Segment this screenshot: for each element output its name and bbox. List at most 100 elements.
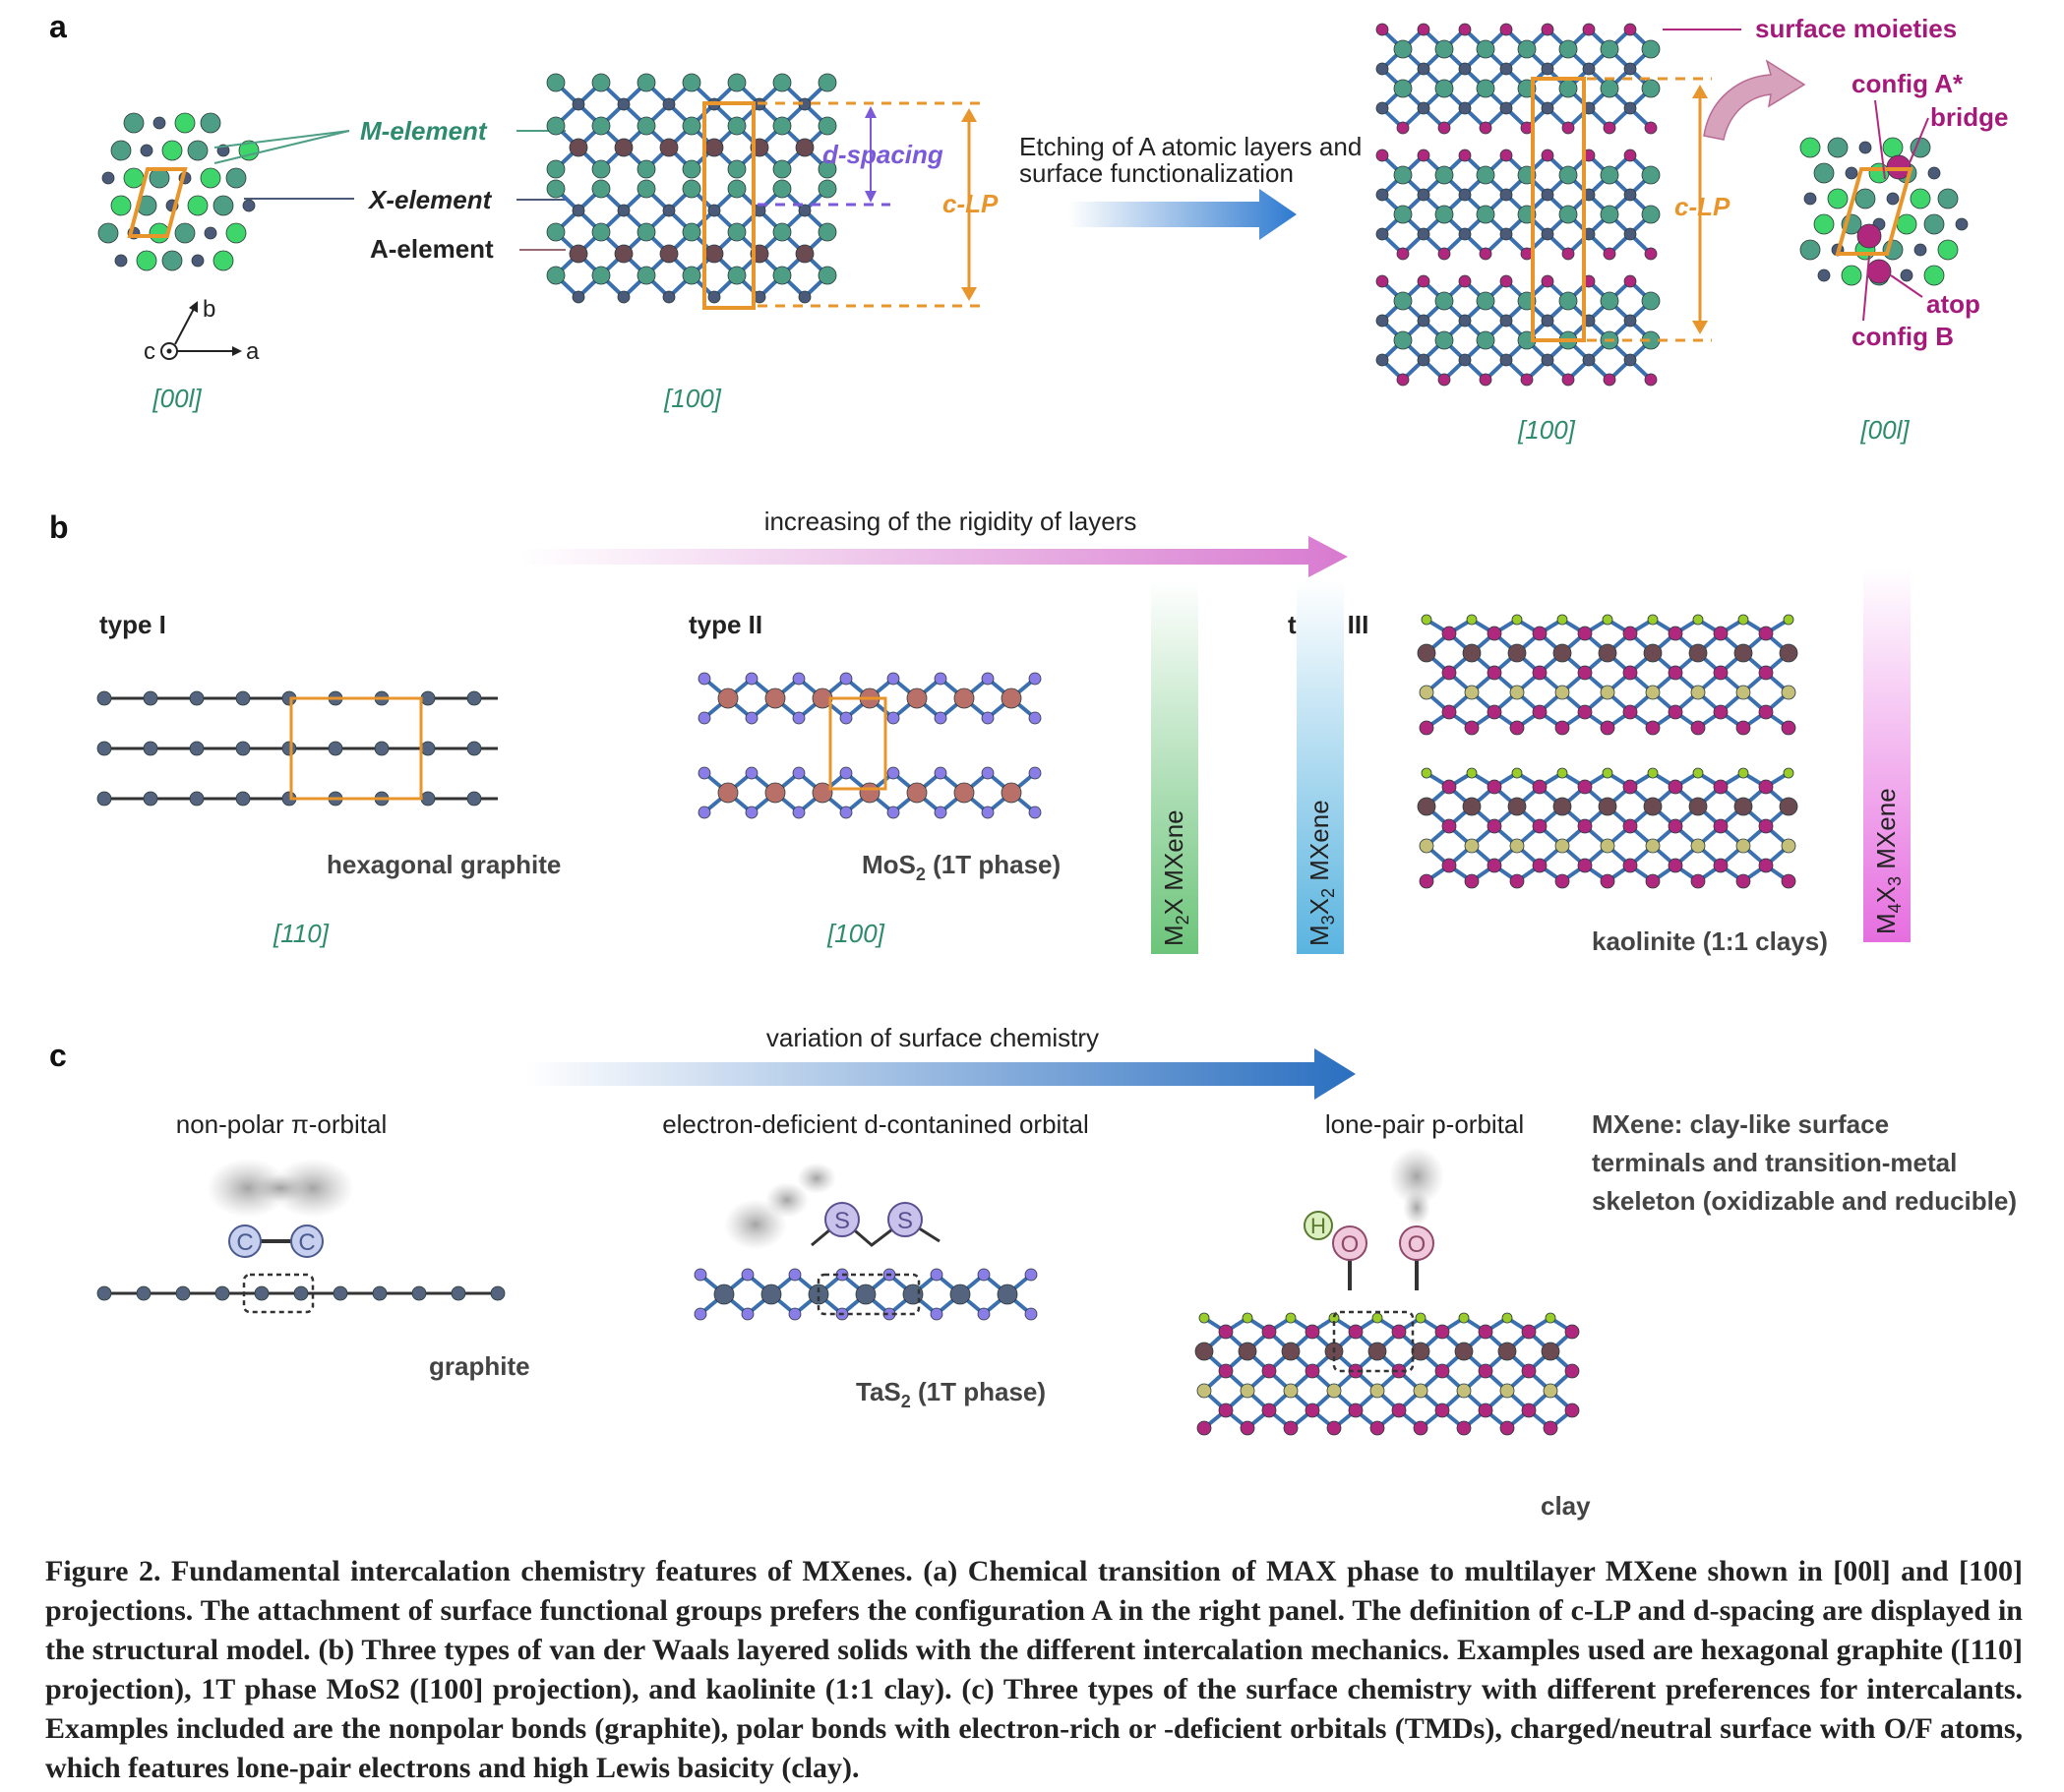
x-atom <box>191 254 205 268</box>
surface-atom <box>1396 373 1410 387</box>
graphite-layers <box>96 690 498 806</box>
m-atom <box>200 112 221 134</box>
surface-chem-arrow-text: variation of surface chemistry <box>766 1023 1099 1052</box>
m-atom <box>637 159 656 179</box>
o-atom <box>1348 1324 1364 1340</box>
carbon-atom <box>143 690 158 706</box>
graphite-name: hexagonal graphite <box>327 850 561 879</box>
s-atom <box>839 672 853 686</box>
s-atom <box>792 711 806 725</box>
mxene-stack-lattice <box>1375 23 1661 387</box>
h-atom <box>1647 614 1659 626</box>
sulfur-atom-1 <box>824 1202 860 1237</box>
si-atom <box>1735 838 1751 854</box>
surface-atom <box>1437 373 1451 387</box>
h-atom <box>1511 767 1523 779</box>
proj-100-max: [100] <box>663 384 722 413</box>
h-atom <box>1466 767 1478 779</box>
m-atom <box>637 222 656 242</box>
o-atom <box>1713 626 1729 641</box>
d-spacing-label: d-spacing <box>822 140 943 169</box>
surface-atom <box>1479 121 1492 135</box>
m-atom <box>772 179 792 199</box>
o-atom <box>1532 665 1548 681</box>
surface-atom <box>1437 247 1451 261</box>
x-atom <box>572 97 585 111</box>
carbon-atom <box>143 741 158 756</box>
orbital3-label: lone-pair p-orbital <box>1325 1109 1524 1139</box>
s-atom <box>745 766 759 780</box>
m-atom <box>591 179 611 199</box>
m-atom <box>1476 79 1495 98</box>
m-atom <box>187 140 209 161</box>
o-atom <box>1554 720 1570 736</box>
proj-110: [110] <box>273 919 330 948</box>
h-atom <box>1647 767 1659 779</box>
m-atom <box>1434 205 1454 224</box>
a-atom <box>659 244 679 264</box>
m2x-bar <box>1151 580 1198 954</box>
carbon-atom <box>235 791 251 806</box>
lattice-atom <box>1955 217 1969 231</box>
si-atom <box>1509 685 1525 700</box>
x-atom <box>1458 314 1472 328</box>
si-atom <box>1600 685 1615 700</box>
o-atom <box>1434 1324 1450 1340</box>
x-atom <box>662 97 676 111</box>
si-atom <box>1690 685 1706 700</box>
carbon-atom <box>189 741 205 756</box>
graphite-c-name: graphite <box>429 1351 530 1381</box>
carbon-atom <box>420 690 436 706</box>
m4x3-bar-label: M4X3 MXene <box>1871 788 1905 934</box>
p-orbital-cloud <box>1389 1147 1444 1225</box>
o-atom <box>1456 1420 1472 1436</box>
s-atom <box>1024 1268 1038 1282</box>
m-atom <box>1476 205 1495 224</box>
x-atom <box>617 290 631 304</box>
x-atom <box>1499 353 1513 367</box>
m-atom <box>591 116 611 136</box>
surface-atom <box>1458 274 1472 288</box>
a-atom <box>704 138 724 157</box>
x-atom <box>1582 353 1596 367</box>
surface-atom <box>1561 247 1575 261</box>
s-atom <box>698 766 711 780</box>
config-a-label: config A* <box>1852 69 1964 98</box>
s-atom <box>886 806 900 819</box>
si-atom <box>1369 1383 1385 1399</box>
al-atom <box>1598 643 1617 663</box>
m-atom <box>727 222 747 242</box>
s-atom <box>839 766 853 780</box>
al-atom <box>1462 643 1482 663</box>
lattice-atom <box>1910 188 1931 209</box>
h-atom <box>1556 614 1568 626</box>
o-atom <box>1218 1324 1234 1340</box>
s-atom <box>792 766 806 780</box>
m-atom <box>637 179 656 199</box>
o-atom <box>1478 1324 1493 1340</box>
o-atom <box>1419 873 1434 889</box>
o-atom <box>1521 1403 1537 1418</box>
o-atom <box>1713 704 1729 720</box>
m-atom <box>161 250 183 271</box>
o-atom <box>1668 779 1683 795</box>
x-atom <box>1417 188 1430 202</box>
h-atom <box>1421 614 1432 626</box>
m2x-bar-label: M2X MXene <box>1159 809 1192 946</box>
carbon-atom <box>136 1285 152 1301</box>
si-atom <box>1554 838 1570 854</box>
surface-atom <box>1644 373 1658 387</box>
surface-atom <box>1375 23 1389 36</box>
o-atom <box>1713 665 1729 681</box>
x-atom <box>1458 353 1472 367</box>
s-atom <box>981 672 995 686</box>
m-atom <box>1434 79 1454 98</box>
o-atom <box>1434 1363 1450 1379</box>
o-atom <box>1283 1420 1299 1436</box>
x-atom <box>1375 227 1389 241</box>
o-atom <box>1668 704 1683 720</box>
al-atom <box>1779 797 1798 816</box>
o-atom <box>1622 626 1638 641</box>
o-atom <box>1577 858 1593 873</box>
surface-atom <box>1582 23 1596 36</box>
